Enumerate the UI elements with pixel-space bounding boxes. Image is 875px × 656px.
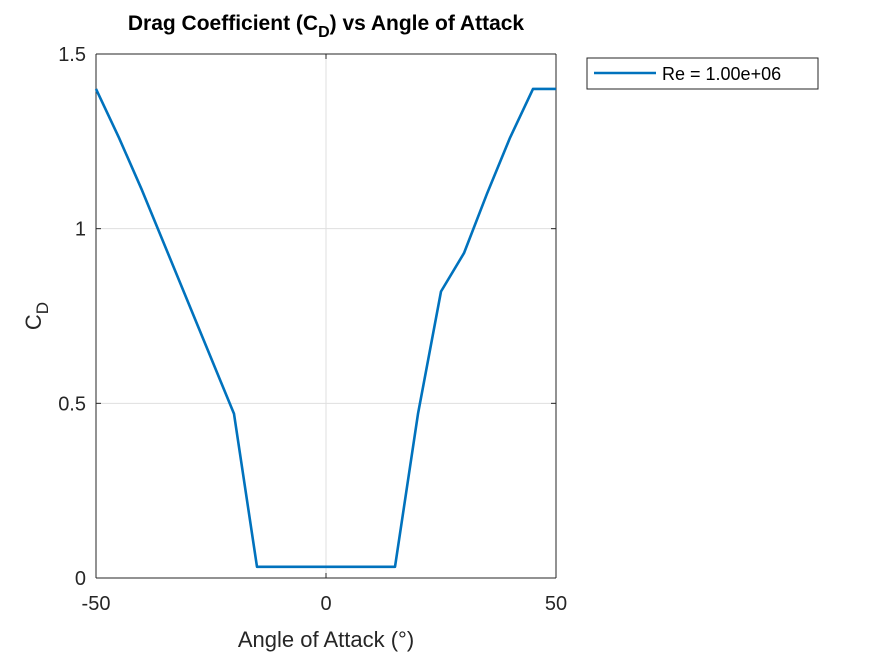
grid [96, 54, 556, 578]
x-tick-label: 50 [545, 593, 567, 615]
axes-box [95, 53, 557, 579]
y-tick-label: 0.5 [58, 393, 86, 415]
chart-title: Drag Coefficient (CD) vs Angle of Attack [128, 12, 525, 41]
x-axis-label: Angle of Attack (°) [238, 627, 414, 652]
legend-label: Re = 1.00e+06 [662, 64, 781, 84]
chart-title-suffix: ) vs Angle of Attack [330, 12, 525, 35]
y-tick-label: 1.5 [58, 44, 86, 66]
x-tick-label: -50 [82, 593, 111, 615]
y-axis-label: CD [21, 302, 52, 330]
legend: Re = 1.00e+06 [586, 57, 819, 90]
chart-title-main: Drag Coefficient (C [128, 12, 318, 35]
series-line [94, 87, 556, 569]
ticks: -50 0 50 0 0.5 1 1.5 [58, 44, 567, 615]
chart-title-subscript: D [318, 24, 330, 41]
y-tick-label: 0 [75, 568, 86, 590]
y-axis-label-main: C [21, 314, 46, 330]
y-tick-label: 1 [75, 219, 86, 241]
series-layer [94, 87, 556, 569]
y-axis-label-subscript: D [33, 302, 52, 314]
x-tick-label: 0 [320, 593, 331, 615]
